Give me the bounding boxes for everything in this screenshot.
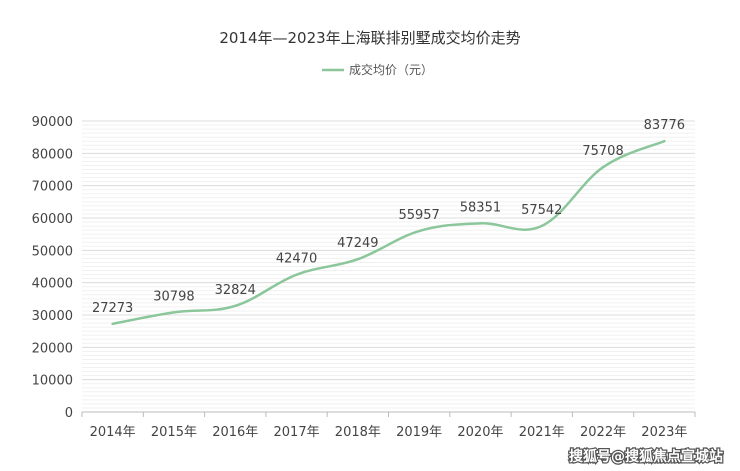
data-point (479, 222, 482, 225)
y-tick-label: 60000 (32, 212, 73, 227)
data-label: 58351 (460, 200, 501, 215)
series-layer (111, 139, 666, 326)
data-point (234, 304, 237, 308)
y-tick-label: 10000 (32, 374, 73, 389)
data-point (417, 229, 421, 233)
data-label: 32824 (215, 283, 256, 298)
series-line (111, 139, 666, 326)
data-label: 27273 (92, 301, 133, 316)
y-tick-label: 30000 (32, 309, 73, 324)
data-label: 57542 (521, 203, 562, 218)
y-tick-label: 20000 (32, 341, 73, 356)
y-tick-label: 0 (65, 406, 73, 421)
data-label: 55957 (398, 208, 439, 223)
data-label: 83776 (644, 118, 685, 133)
y-tick-label: 90000 (32, 115, 73, 130)
data-label: 47249 (337, 236, 378, 251)
legend: 成交均价（元） (322, 62, 433, 77)
data-label: 75708 (582, 144, 623, 159)
data-point (356, 258, 360, 261)
axes: 0 10000 20000 30000 40000 50000 60000 70000 8000… (32, 115, 696, 440)
x-tick-label: 2019年 (396, 425, 442, 440)
x-tick-label: 2020年 (457, 425, 503, 440)
data-point (540, 224, 543, 228)
data-point (295, 273, 298, 276)
data-label: 42470 (276, 252, 317, 267)
x-tick-label: 2017年 (274, 425, 320, 440)
legend-label: 成交均价（元） (349, 62, 433, 77)
data-labels: 27273 30798 32824 42470 47249 55957 58351 57542… (92, 118, 685, 316)
x-tick-label: 2021年 (519, 425, 565, 440)
grid-lines (82, 120, 695, 413)
y-tick-label: 80000 (32, 147, 73, 162)
y-tick-label: 50000 (32, 244, 73, 259)
data-point (111, 322, 114, 326)
y-tick-label: 40000 (32, 277, 73, 292)
data-label: 30798 (153, 289, 194, 304)
x-tick-label: 2018年 (335, 425, 381, 440)
chart-title: 2014年—2023年上海联排别墅成交均价走势 (219, 29, 520, 47)
x-tick-label: 2014年 (90, 425, 136, 440)
data-point (172, 311, 176, 314)
x-tick-label: 2015年 (151, 425, 197, 440)
x-tick-label: 2022年 (580, 425, 626, 440)
watermark: 搜狐号@搜狐焦点宣城站 (568, 447, 725, 467)
x-tick-label: 2016年 (212, 425, 258, 440)
data-point (663, 139, 666, 143)
watermark-text: 搜狐号@搜狐焦点宣城站 (569, 448, 723, 465)
data-point (601, 166, 605, 169)
y-tick-label: 70000 (32, 180, 73, 195)
x-tick-label: 2023年 (641, 425, 687, 440)
